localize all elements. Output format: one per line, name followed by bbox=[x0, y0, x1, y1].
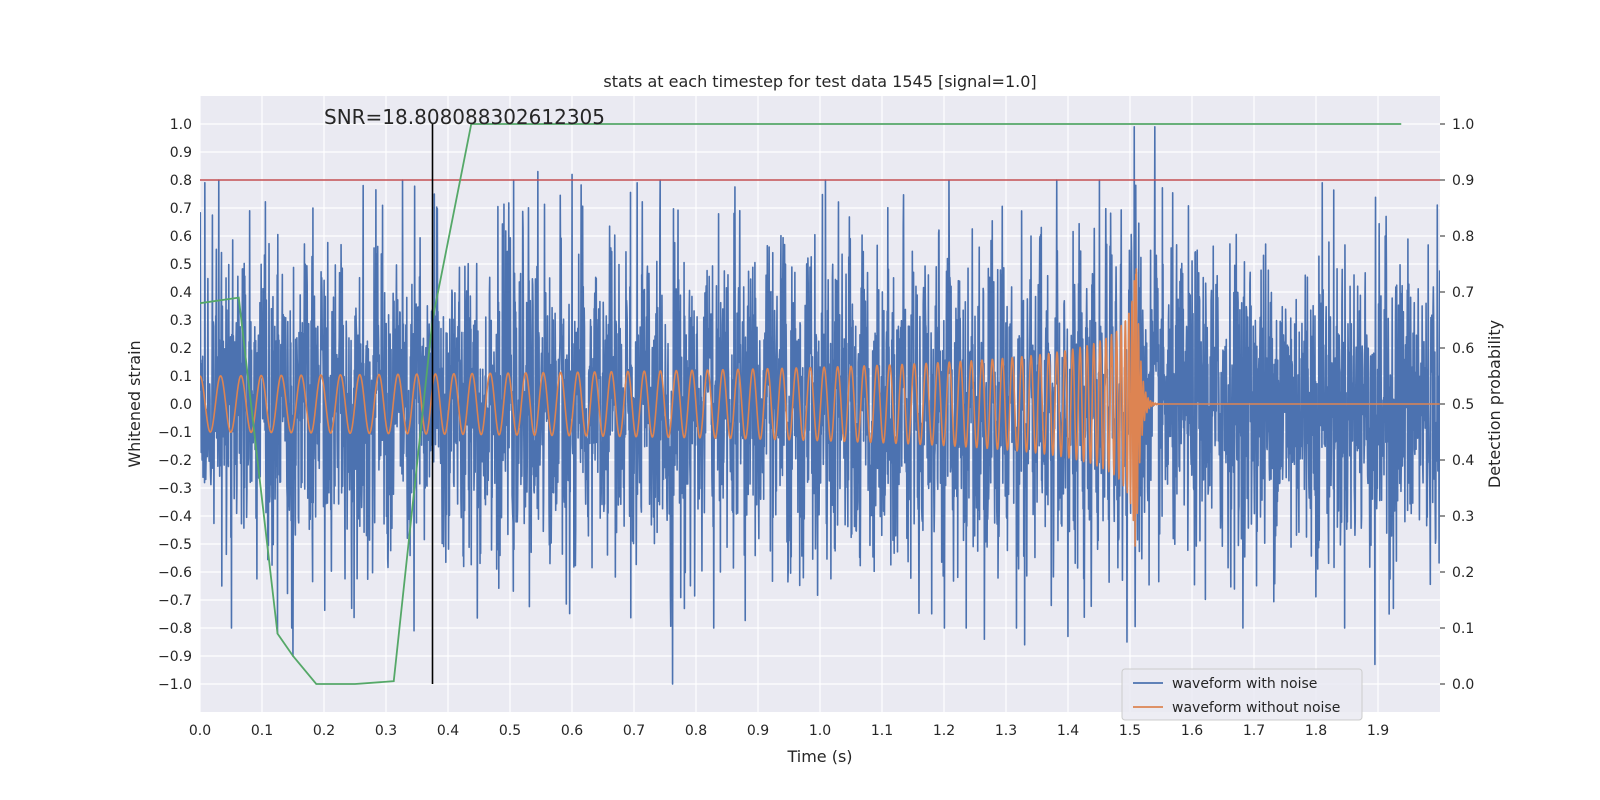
x-tick-labels: 0.0 0.1 0.2 0.3 0.4 0.5 0.6 0.7 0.8 0.9 1.0 1.1 1.2 1… bbox=[189, 723, 1389, 739]
y-tick-label: 0.1 bbox=[170, 369, 192, 385]
y-tick-label: −0.4 bbox=[158, 509, 192, 525]
x-tick-label: 1.0 bbox=[809, 723, 831, 739]
plot-area bbox=[200, 123, 1440, 685]
series-waveform-with-noise bbox=[200, 126, 1440, 685]
x-tick-label: 0.2 bbox=[313, 723, 335, 739]
x-tick-label: 1.4 bbox=[1057, 723, 1079, 739]
x-tick-label: 1.7 bbox=[1243, 723, 1265, 739]
y2-tick-label: 0.0 bbox=[1452, 677, 1474, 693]
y-tick-label: 0.8 bbox=[170, 173, 192, 189]
detection-probability-line bbox=[200, 123, 1402, 685]
y-tick-label: 0.3 bbox=[170, 313, 192, 329]
y-tick-labels: 1.0 0.9 0.8 0.7 0.6 0.5 0.4 0.3 0.2 0.1 0.0 −0.1 −0.… bbox=[158, 117, 192, 693]
x-tick-label: 0.3 bbox=[375, 723, 397, 739]
y-tick-label: 0.4 bbox=[170, 285, 192, 301]
y-tick-label: 0.5 bbox=[170, 257, 192, 273]
series-waveform-without-noise bbox=[200, 268, 1440, 547]
y-tick-label: −0.2 bbox=[158, 453, 192, 469]
legend: waveform with noise waveform without noi… bbox=[1121, 668, 1363, 721]
y-tick-label: −0.3 bbox=[158, 481, 192, 497]
y2-tick-label: 0.3 bbox=[1452, 509, 1474, 525]
chart-title: stats at each timestep for test data 154… bbox=[603, 72, 1036, 91]
legend-label-clean: waveform without noise bbox=[1172, 700, 1340, 716]
y-tick-label: 0.7 bbox=[170, 201, 192, 217]
x-tick-label: 0.6 bbox=[561, 723, 583, 739]
y-tick-label: −0.9 bbox=[158, 649, 192, 665]
x-tick-label: 0.0 bbox=[189, 723, 211, 739]
x-tick-label: 0.5 bbox=[499, 723, 521, 739]
y-tick-label: −0.8 bbox=[158, 621, 192, 637]
y-tick-label: −0.1 bbox=[158, 425, 192, 441]
x-tick-label: 1.6 bbox=[1181, 723, 1203, 739]
y-tick-label: 1.0 bbox=[170, 117, 192, 133]
x-tick-label: 1.5 bbox=[1119, 723, 1141, 739]
y-tick-label: −0.7 bbox=[158, 593, 192, 609]
y-axis-label: Whitened strain bbox=[125, 340, 144, 467]
y-tick-label: 0.9 bbox=[170, 145, 192, 161]
x-tick-label: 0.9 bbox=[747, 723, 769, 739]
legend-label-noise: waveform with noise bbox=[1172, 676, 1317, 692]
x-tick-label: 1.1 bbox=[871, 723, 893, 739]
y2-tick-label: 0.4 bbox=[1452, 453, 1474, 469]
y-tick-label: −0.5 bbox=[158, 537, 192, 553]
y2-tick-labels: 1.0 0.9 0.8 0.7 0.6 0.5 0.4 0.3 0.2 0.1 0.0 bbox=[1440, 117, 1474, 693]
y-tick-label: 0.2 bbox=[170, 341, 192, 357]
y2-tick-label: 0.8 bbox=[1452, 229, 1474, 245]
snr-annotation: SNR=18.808088302612305 bbox=[324, 105, 605, 129]
y2-tick-label: 0.6 bbox=[1452, 341, 1474, 357]
y-tick-label: −1.0 bbox=[158, 677, 192, 693]
y2-tick-label: 0.2 bbox=[1452, 565, 1474, 581]
x-tick-label: 1.3 bbox=[995, 723, 1017, 739]
y-tick-label: 0.0 bbox=[170, 397, 192, 413]
y2-tick-label: 0.9 bbox=[1452, 173, 1474, 189]
x-axis-label: Time (s) bbox=[786, 747, 852, 766]
legend-box bbox=[1121, 668, 1363, 721]
x-tick-label: 0.8 bbox=[685, 723, 707, 739]
x-tick-label: 0.7 bbox=[623, 723, 645, 739]
x-tick-label: 1.2 bbox=[933, 723, 955, 739]
y2-tick-label: 0.7 bbox=[1452, 285, 1474, 301]
y2-tick-label: 0.5 bbox=[1452, 397, 1474, 413]
x-tick-label: 0.4 bbox=[437, 723, 459, 739]
y-tick-label: 0.6 bbox=[170, 229, 192, 245]
x-tick-label: 0.1 bbox=[251, 723, 273, 739]
y2-tick-label: 0.1 bbox=[1452, 621, 1474, 637]
y2-axis-label: Detection probability bbox=[1485, 320, 1504, 488]
y2-tick-label: 1.0 bbox=[1452, 117, 1474, 133]
y-tick-label: −0.6 bbox=[158, 565, 192, 581]
x-tick-label: 1.8 bbox=[1305, 723, 1327, 739]
x-tick-label: 1.9 bbox=[1367, 723, 1389, 739]
